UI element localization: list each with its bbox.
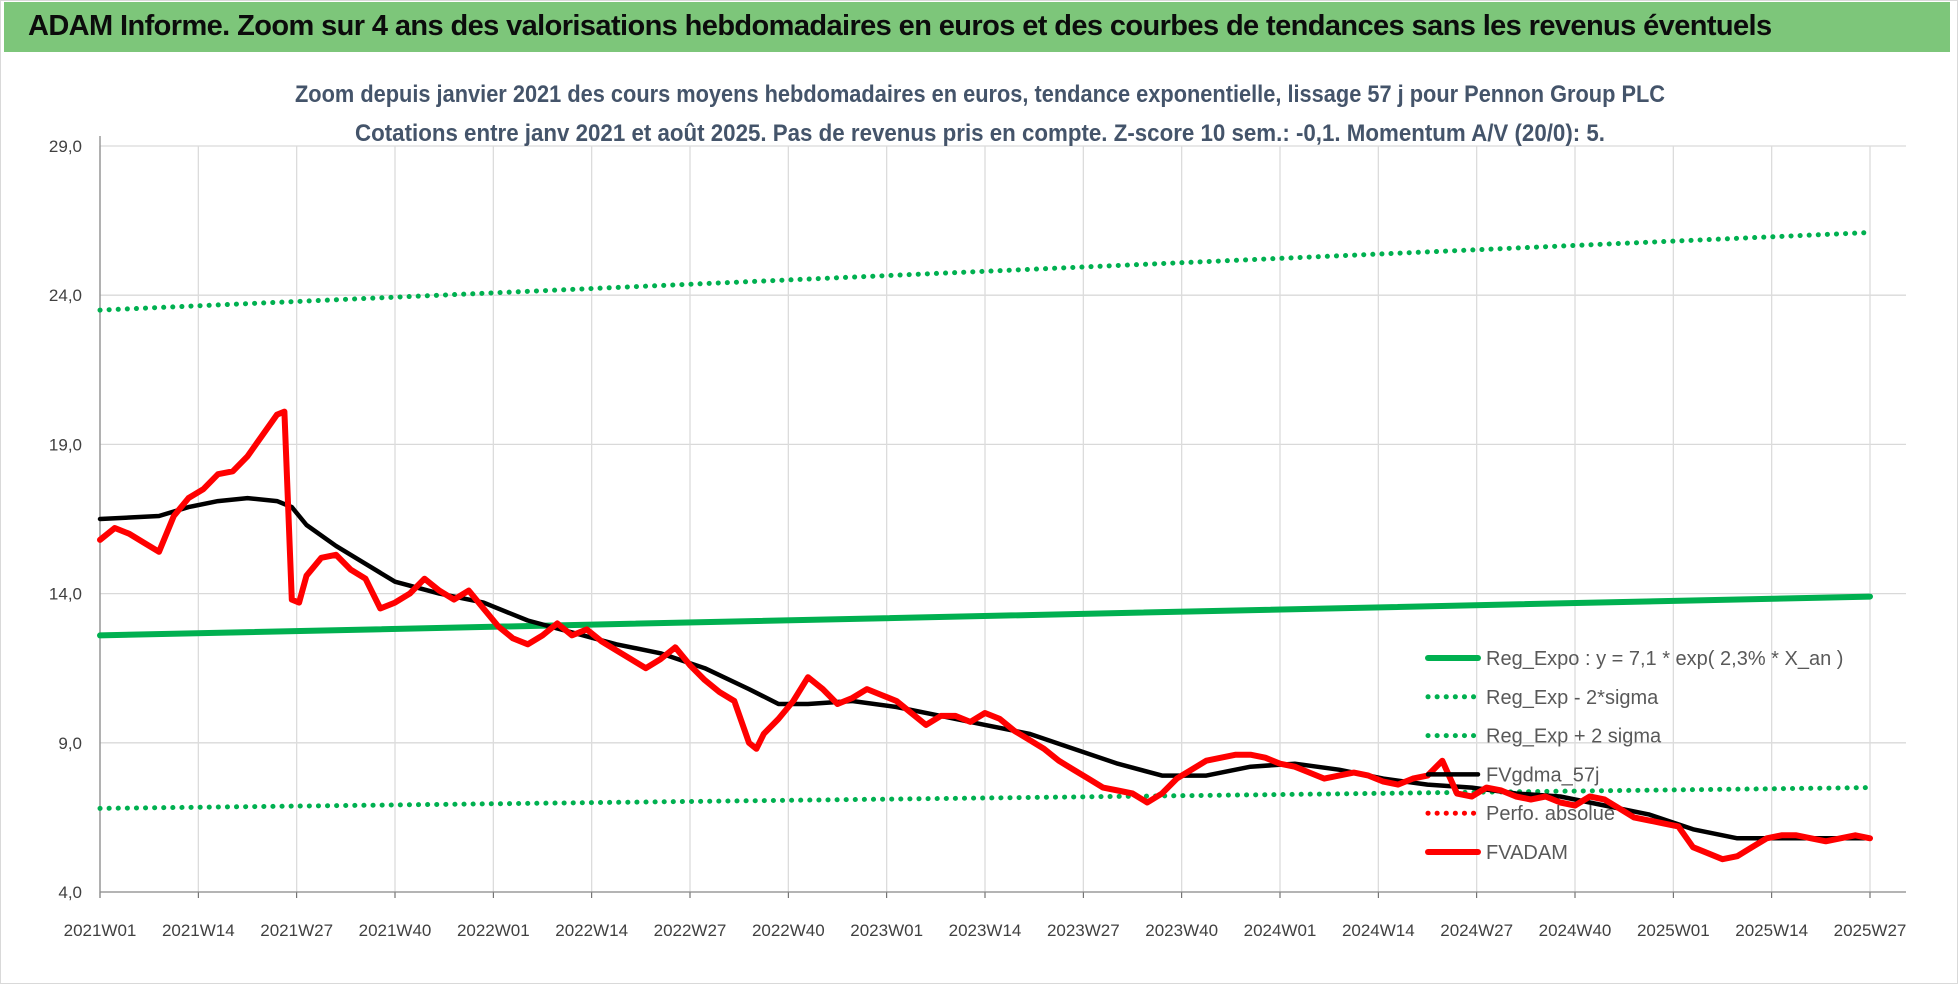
legend-label: FVgdma_57j [1486,764,1599,786]
chart-legend[interactable]: Reg_Expo : y = 7,1 * exp( 2,3% * X_an ) R… [1425,648,1843,864]
x-tick-label: 2023W01 [850,921,923,940]
y-tick-label: 4,0 [58,883,82,902]
chart-title: Zoom depuis janvier 2021 des cours moyen… [295,81,1665,108]
chart-axes: 4,0 9,0 14,0 19,0 24,0 29,0 2021W01 2021W14 2021… [49,136,1906,940]
y-tick-label: 24,0 [49,286,82,305]
x-tick-label: 2025W14 [1735,921,1808,940]
report-title: ADAM Informe. Zoom sur 4 ans des valoris… [28,10,1772,42]
x-tick-label: 2022W14 [555,921,628,940]
x-tick-label: 2022W40 [752,921,825,940]
series-line-0 [97,593,1873,639]
chart-subtitle: Cotations entre janv 2021 et août 2025. … [355,120,1605,147]
x-tick-label: 2024W01 [1244,921,1317,940]
x-tick-label: 2023W27 [1047,921,1120,940]
y-tick-label: 14,0 [49,585,82,604]
x-tick-label: 2022W01 [457,921,530,940]
x-tick-label: 2021W40 [359,921,432,940]
x-tick-label: 2021W27 [260,921,333,940]
legend-label: FVADAM [1486,842,1568,864]
legend-label: Reg_Expo : y = 7,1 * exp( 2,3% * X_an ) [1486,648,1843,670]
chart-series [97,230,1873,863]
series-line-5 [97,408,1873,863]
series-line-1 [97,785,1873,811]
x-tick-label: 2024W40 [1539,921,1612,940]
x-tick-label: 2025W27 [1834,921,1907,940]
report-banner: ADAM Informe. Zoom sur 4 ans des valoris… [4,2,1950,52]
x-tick-label: 2024W27 [1440,921,1513,940]
legend-label: Reg_Exp + 2 sigma [1486,726,1662,748]
chart-grid [99,145,1906,893]
y-tick-label: 9,0 [58,734,82,753]
x-tick-label: 2023W14 [949,921,1022,940]
series-line-2 [97,230,1873,313]
x-tick-label: 2023W40 [1145,921,1218,940]
x-tick-label: 2022W27 [654,921,727,940]
y-tick-label: 19,0 [49,435,82,454]
x-tick-label: 2021W14 [162,921,235,940]
legend-label: Reg_Exp - 2*sigma [1486,687,1659,709]
legend-label: Perfo. absolue [1486,803,1615,825]
y-tick-label: 29,0 [49,137,82,156]
x-tick-label: 2025W01 [1637,921,1710,940]
x-tick-label: 2024W14 [1342,921,1415,940]
x-tick-label: 2021W01 [64,921,137,940]
